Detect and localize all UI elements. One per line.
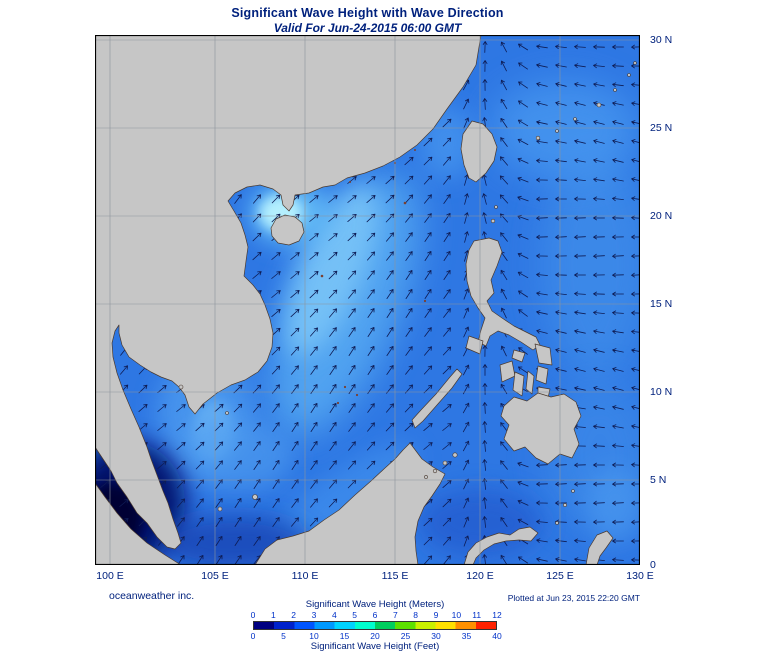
lat-label: 20 N: [650, 210, 673, 222]
legend-tick: 10: [451, 610, 462, 620]
legend-tick: 5: [281, 631, 286, 641]
legend-tick: 20: [370, 631, 380, 641]
lat-label: 15 N: [650, 298, 673, 310]
land-samar: [534, 343, 553, 366]
land-sumatra: [95, 482, 182, 565]
legend-tick: 7: [392, 610, 398, 620]
small-islands: [178, 61, 637, 525]
map-frame: [95, 35, 640, 565]
chart-header: Significant Wave Height with Wave Direct…: [95, 6, 640, 35]
wave-height-map: [95, 35, 640, 565]
legend-feet-label: Significant Wave Height (Feet): [310, 641, 440, 652]
land-leyte: [535, 365, 549, 385]
credit-oceanweather: oceanweather inc.: [109, 590, 195, 602]
land-cebu: [525, 370, 535, 395]
plotted-timestamp: Plotted at Jun 23, 2015 22:20 GMT: [507, 593, 640, 603]
legend-tick: 3: [311, 610, 317, 620]
land-mindanao: [500, 392, 582, 465]
lat-label: 30 N: [650, 34, 673, 46]
legend-feet-ticks: 0 5 10 15 20 25 30 35 40: [250, 631, 502, 641]
legend-tick: 11: [472, 610, 482, 620]
land-taiwan: [460, 120, 498, 183]
land-negros: [512, 371, 525, 397]
land-halmahera: [585, 530, 614, 565]
lon-label: 120 E: [466, 570, 494, 582]
legend-tick: 30: [431, 631, 441, 641]
lon-label: 100 E: [96, 570, 124, 582]
legend-meters-label: Significant Wave Height (Meters): [305, 599, 445, 610]
lon-label: 115 E: [381, 570, 409, 582]
legend-tick: 2: [291, 610, 297, 620]
reef-dots: [320, 149, 427, 405]
chart-title: Significant Wave Height with Wave Direct…: [231, 6, 504, 20]
legend-tick: 4: [331, 610, 337, 620]
landmasses: [95, 35, 614, 565]
land-borneo: [254, 442, 446, 565]
land-sulawesi: [463, 526, 539, 565]
legend-tick: 12: [492, 610, 502, 620]
lat-label: 0: [650, 559, 656, 571]
legend-tick: 35: [461, 631, 472, 641]
lon-label: 130 E: [626, 570, 654, 582]
legend-tick: 8: [413, 610, 419, 620]
land-masbate: [511, 349, 526, 363]
lat-label: 10 N: [650, 386, 673, 398]
legend-tick: 9: [433, 610, 439, 620]
chart-subtitle: Valid For Jun-24-2015 06:00 GMT: [273, 21, 462, 35]
legend-tick: 15: [339, 631, 350, 641]
legend-colorbar: [253, 621, 497, 630]
lon-label: 125 E: [546, 570, 574, 582]
legend-tick: 40: [492, 631, 502, 641]
legend-tick: 10: [309, 631, 319, 641]
lat-label: 5 N: [650, 474, 667, 486]
legend-tick: 0: [250, 631, 256, 641]
legend-tick: 1: [270, 610, 276, 620]
lon-label: 110 E: [291, 570, 319, 582]
land-china-indochina: [95, 35, 482, 550]
lat-label: 25 N: [650, 122, 673, 134]
legend-tick: 5: [352, 610, 358, 620]
legend-tick: 25: [400, 631, 411, 641]
legend-tick: 0: [250, 610, 256, 620]
land-hainan: [270, 214, 305, 246]
latlon-grid: [95, 35, 640, 565]
lon-label: 105 E: [201, 570, 229, 582]
legend-meters-ticks: 0 1 2 3 4 5 6 7 8 9 10 11 12: [250, 610, 502, 620]
land-palawan: [411, 368, 463, 429]
legend-tick: 6: [372, 610, 378, 620]
